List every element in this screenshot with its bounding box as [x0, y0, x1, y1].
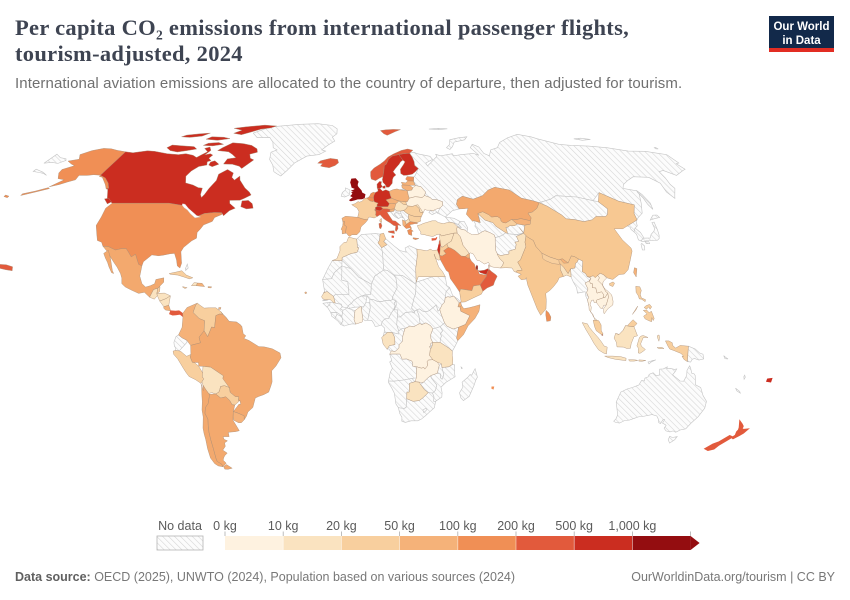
svg-text:50 kg: 50 kg	[384, 519, 415, 533]
svg-text:10 kg: 10 kg	[268, 519, 299, 533]
svg-text:200 kg: 200 kg	[497, 519, 535, 533]
svg-text:500 kg: 500 kg	[555, 519, 593, 533]
svg-text:100 kg: 100 kg	[439, 519, 477, 533]
svg-text:0 kg: 0 kg	[213, 519, 237, 533]
svg-text:20 kg: 20 kg	[326, 519, 357, 533]
svg-text:No data: No data	[158, 519, 202, 533]
svg-text:1,000 kg: 1,000 kg	[608, 519, 656, 533]
